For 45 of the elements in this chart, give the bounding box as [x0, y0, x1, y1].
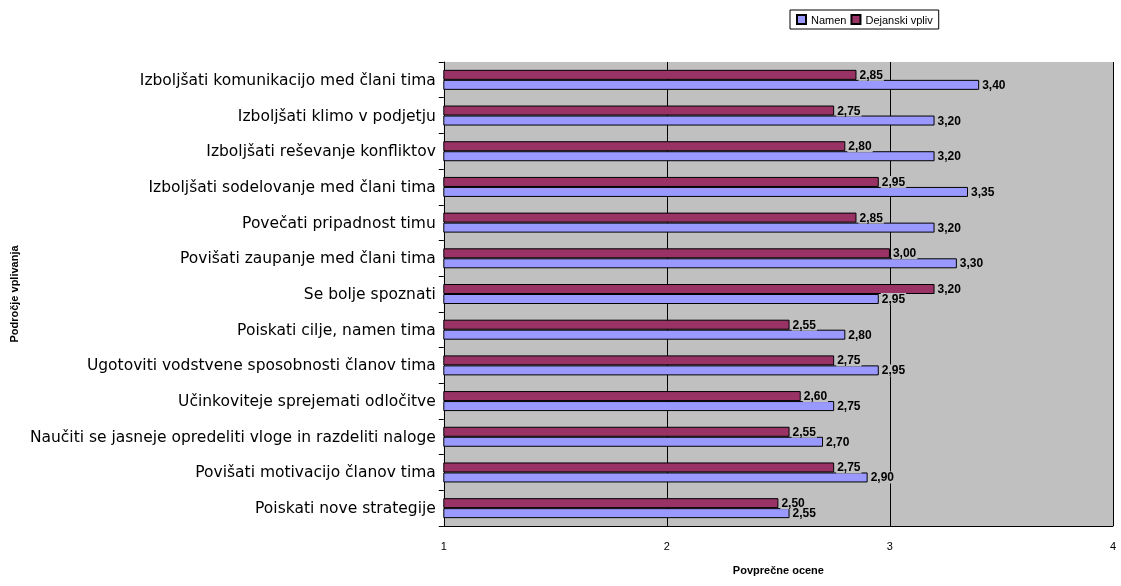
- legend-label: Dejanski vpliv: [865, 13, 934, 26]
- data-label: 3,35: [971, 184, 995, 199]
- data-label: 2,75: [837, 103, 861, 118]
- x-axis-title: Povprečne ocene: [732, 563, 824, 576]
- data-label: 2,95: [881, 363, 906, 378]
- x-tick-label: 2: [663, 539, 670, 552]
- x-tick-label: 3: [886, 539, 893, 552]
- data-label: 2,95: [881, 174, 906, 189]
- data-label: 2,85: [859, 67, 884, 82]
- y-tick-label: Poiskati nove strategije: [255, 499, 436, 518]
- y-tick-label: Povišati zaupanje med člani tima: [180, 249, 436, 268]
- data-label: 3,20: [937, 282, 962, 296]
- y-tick-label: Poiskati cilje, namen tima: [237, 320, 436, 339]
- data-label: 2,60: [803, 389, 828, 404]
- y-tick-label: Ugotoviti vodstvene sposobnosti članov tima: [86, 356, 436, 375]
- legend-label: Namen: [811, 13, 847, 26]
- data-label: 2,80: [848, 139, 872, 154]
- data-label: 2,75: [837, 353, 861, 368]
- data-label: 3,20: [937, 220, 962, 235]
- x-tick-label: 4: [1109, 539, 1117, 552]
- data-label: 2,55: [792, 317, 817, 332]
- data-label: 3,00: [892, 246, 917, 261]
- data-label: 3,20: [937, 113, 962, 128]
- y-tick-label: Povečati pripadnost timu: [242, 213, 436, 232]
- data-label: 3,20: [937, 149, 962, 164]
- y-axis-title: Področje vplivanja: [7, 244, 20, 343]
- y-tick-label: Izboljšati klimo v podjetju: [237, 106, 436, 125]
- data-label: 3,40: [982, 77, 1006, 92]
- data-label: 2,55: [792, 424, 817, 439]
- data-label: 3,30: [959, 256, 984, 271]
- data-label: 2,80: [848, 327, 872, 342]
- data-label: 2,95: [881, 292, 906, 306]
- data-label: 2,85: [859, 210, 884, 225]
- y-tick-label: Izboljšati reševanje konfliktov: [206, 142, 436, 161]
- y-tick-label: Učinkoviteje sprejemati odločitve: [178, 392, 436, 411]
- y-tick-label: Izboljšati sodelovanje med člani tima: [148, 177, 436, 196]
- data-label: 2,75: [837, 399, 861, 414]
- y-tick-label: Izboljšati komunikacijo med člani tima: [139, 70, 436, 89]
- y-tick-label: Se bolje spoznati: [303, 285, 436, 303]
- data-label: 2,90: [870, 470, 895, 485]
- x-tick-label: 1: [440, 539, 447, 552]
- data-label: 2,70: [826, 434, 850, 449]
- data-label: 2,75: [837, 460, 861, 475]
- y-tick-label: Povišati motivacijo članov tima: [195, 463, 436, 482]
- y-tick-label: Naučiti se jasneje opredeliti vloge in razdeliti naloge: [29, 427, 436, 446]
